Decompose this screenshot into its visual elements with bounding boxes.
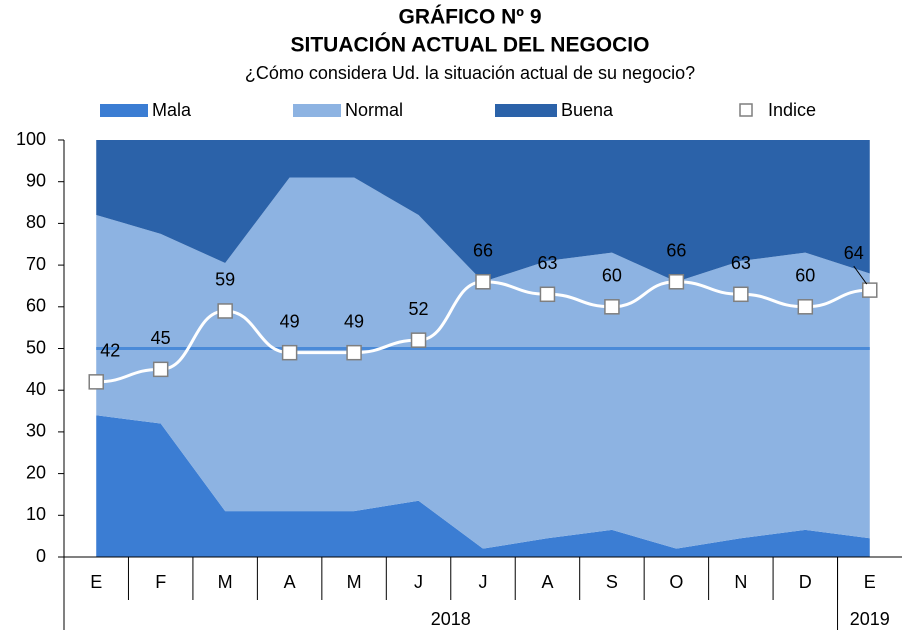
- area: [96, 415, 870, 557]
- index-marker: [152, 361, 169, 378]
- y-tick-label: 40: [26, 379, 46, 399]
- index-marker: [733, 286, 749, 303]
- legend-label: Mala: [152, 100, 192, 120]
- data-label: 52: [409, 299, 429, 319]
- x-tick-label: N: [734, 572, 747, 592]
- legend-label: Indice: [768, 100, 816, 120]
- label-leader: [853, 265, 868, 285]
- x-tick-label: J: [479, 572, 488, 592]
- y-tick-label: 30: [26, 421, 46, 441]
- index-marker: [539, 286, 556, 303]
- chart-subtitle: SITUACIÓN ACTUAL DEL NEGOCIO: [291, 33, 650, 57]
- data-label: 66: [473, 241, 493, 261]
- y-tick-label: 80: [26, 212, 46, 232]
- index-marker: [217, 303, 233, 319]
- data-label: 60: [795, 266, 815, 286]
- index-marker: [281, 344, 298, 361]
- data-label: 42: [100, 341, 120, 361]
- x-tick-label: F: [155, 572, 166, 592]
- x-tick-label: A: [541, 572, 553, 592]
- data-label: 49: [280, 311, 300, 331]
- x-group-label: 2019: [850, 609, 890, 629]
- data-label: 45: [151, 328, 171, 348]
- y-tick-label: 50: [26, 337, 46, 357]
- y-tick-label: 20: [26, 462, 46, 482]
- x-tick-label: M: [218, 572, 233, 592]
- data-label: 59: [215, 270, 235, 290]
- y-tick-label: 10: [26, 504, 46, 524]
- data-label: 60: [602, 266, 622, 286]
- x-group-label: 2018: [431, 609, 471, 629]
- y-tick-label: 70: [26, 254, 46, 274]
- x-tick-label: O: [669, 572, 683, 592]
- legend-swatch: [100, 104, 148, 117]
- x-tick-label: J: [414, 572, 423, 592]
- legend-marker: [739, 103, 753, 117]
- legend-swatch: [495, 104, 557, 117]
- data-label: 66: [666, 241, 686, 261]
- y-tick-label: 60: [26, 296, 46, 316]
- data-label: 63: [537, 253, 557, 273]
- index-marker: [797, 299, 814, 315]
- area: [96, 140, 870, 282]
- index-marker: [862, 282, 878, 298]
- y-tick-label: 90: [26, 170, 46, 190]
- x-tick-label: A: [284, 572, 296, 592]
- legend-label: Normal: [345, 100, 403, 120]
- area: [96, 177, 870, 549]
- index-marker: [604, 299, 620, 315]
- x-tick-label: E: [90, 572, 102, 592]
- legend-swatch: [293, 104, 341, 117]
- x-tick-label: D: [799, 572, 812, 592]
- index-marker: [88, 374, 104, 390]
- y-tick-label: 0: [36, 546, 46, 566]
- data-label: 64: [844, 243, 864, 263]
- x-tick-label: S: [606, 572, 618, 592]
- legend-label: Buena: [561, 100, 614, 120]
- y-tick-label: 100: [16, 129, 46, 149]
- chart-question: ¿Cómo considera Ud. la situación actual …: [245, 63, 695, 83]
- index-marker: [410, 332, 427, 348]
- x-tick-label: M: [347, 572, 362, 592]
- data-label: 49: [344, 311, 364, 331]
- index-marker: [475, 274, 491, 290]
- index-marker: [668, 274, 685, 290]
- data-label: 63: [731, 253, 751, 273]
- chart-title: GRÁFICO Nº 9: [398, 6, 541, 29]
- x-tick-label: E: [864, 572, 876, 592]
- index-marker: [346, 344, 362, 361]
